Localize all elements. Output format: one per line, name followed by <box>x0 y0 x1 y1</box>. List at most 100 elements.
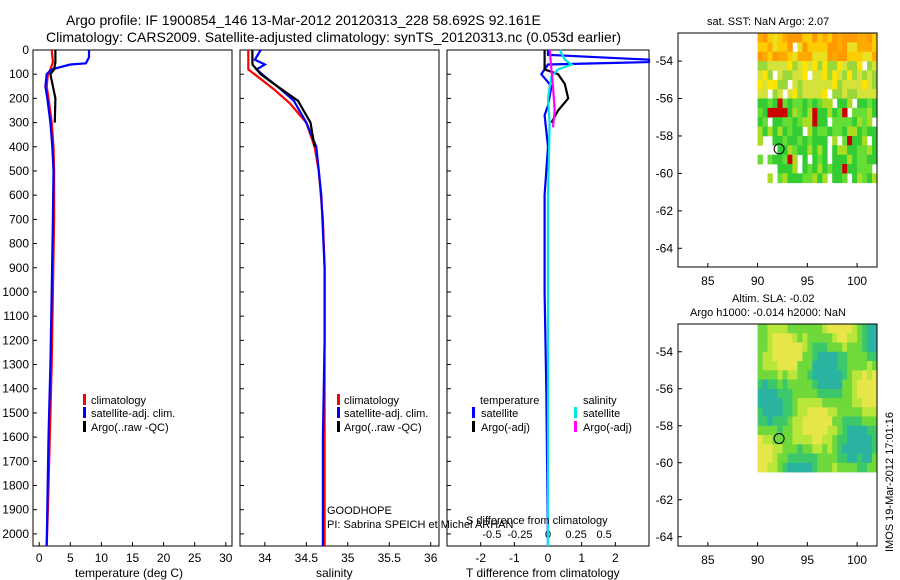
heatmap-cell <box>757 79 763 90</box>
heatmap-cell <box>807 145 813 155</box>
heatmap-cell <box>837 164 843 174</box>
x-tick-label: 34 <box>258 551 272 565</box>
heatmap-cell <box>772 444 778 454</box>
heatmap-cell <box>802 333 808 343</box>
heatmap-cell <box>842 79 848 90</box>
heatmap-cell <box>787 145 793 155</box>
heatmap-cell <box>822 444 828 454</box>
heatmap-cell <box>802 61 808 71</box>
depth-tick-label: 2000 <box>2 527 29 541</box>
heatmap-cell <box>777 425 783 436</box>
heatmap-cell <box>812 333 818 343</box>
heatmap-cell <box>792 342 798 353</box>
heatmap-cell <box>872 173 878 184</box>
heatmap-cell <box>797 444 803 454</box>
series-line-satellite <box>253 49 326 546</box>
heatmap-cell <box>802 453 808 464</box>
heatmap-cell <box>797 425 803 436</box>
heatmap-cell <box>782 324 788 334</box>
heatmap-cell <box>807 79 813 90</box>
heatmap-cell <box>852 145 858 155</box>
heatmap-cell <box>832 51 838 62</box>
heatmap-cell <box>802 398 808 408</box>
heatmap-cell <box>772 435 778 445</box>
heatmap-cell <box>812 425 818 436</box>
heatmap-cell <box>772 398 778 408</box>
depth-tick-label: 1700 <box>2 454 29 468</box>
x-tick-label: 34.5 <box>295 551 319 565</box>
heatmap-cell <box>867 324 873 334</box>
heatmap-cell <box>867 61 873 71</box>
heatmap-cell <box>772 33 778 43</box>
heatmap-cell <box>852 89 858 99</box>
series-line-argo <box>49 50 57 123</box>
heatmap-cell <box>847 70 853 81</box>
x-tick-label: 5 <box>67 551 74 565</box>
heatmap-cell <box>842 425 848 436</box>
heatmap-cell <box>807 89 813 99</box>
heatmap-cell <box>797 89 803 99</box>
heatmap-cell <box>832 107 838 118</box>
heatmap-cell <box>792 388 798 399</box>
heatmap-cell <box>777 453 783 464</box>
heatmap-cell <box>862 70 868 81</box>
heatmap-cell <box>797 324 803 334</box>
heatmap-cell <box>827 425 833 436</box>
heatmap-cell <box>777 79 783 90</box>
heatmap-cell <box>847 89 853 99</box>
heatmap-cell <box>852 388 858 399</box>
heatmap-cell <box>757 379 763 390</box>
heatmap-cell <box>827 379 833 390</box>
heatmap-cell <box>812 361 818 371</box>
heatmap-cell <box>797 61 803 71</box>
heatmap-cell <box>757 398 763 408</box>
x-tick-label: 15 <box>126 551 140 565</box>
x-top-tick-label: -0.5 <box>482 529 501 541</box>
heatmap-cell <box>857 154 863 165</box>
heatmap-cell <box>777 117 783 127</box>
heatmap-cell <box>857 379 863 390</box>
heatmap-cell <box>822 126 828 137</box>
heatmap-cell <box>827 388 833 399</box>
heatmap-cell <box>862 154 868 165</box>
heatmap-cell <box>757 462 763 473</box>
x-top-tick-label: -0.25 <box>507 529 532 541</box>
x-tick-label: 0 <box>545 551 552 565</box>
heatmap-cell <box>767 324 773 334</box>
heatmap-cell <box>817 33 823 43</box>
heatmap-cell <box>762 453 768 464</box>
map-y-tick-label: -54 <box>656 54 674 68</box>
heatmap-cell <box>777 462 783 473</box>
heatmap-cell <box>787 89 793 99</box>
heatmap-cell <box>862 379 868 390</box>
heatmap-cell <box>797 388 803 399</box>
heatmap-cell <box>842 379 848 390</box>
heatmap-cell <box>817 388 823 399</box>
legend-label-climatology: climatology <box>344 395 400 407</box>
depth-tick-label: 800 <box>9 237 29 251</box>
sst-map-panel: sat. SST: NaN Argo: 2.07 85 90 95 100 -54 -56… <box>656 16 878 288</box>
heatmap-cell <box>777 61 783 71</box>
heatmap-cell <box>792 154 798 165</box>
heatmap-cell <box>777 42 783 53</box>
heatmap-cell <box>842 435 848 445</box>
heatmap-cell <box>767 444 773 454</box>
heatmap-cell <box>817 398 823 408</box>
heatmap-cell <box>787 370 793 380</box>
heatmap-cell <box>837 324 843 334</box>
heatmap-cell <box>797 70 803 81</box>
series-line-argo <box>251 50 316 147</box>
heatmap-cell <box>777 89 783 99</box>
heatmap-cell <box>812 33 818 43</box>
heatmap-cell <box>857 61 863 71</box>
heatmap-cell <box>797 379 803 390</box>
heatmap-cell <box>817 117 823 127</box>
heatmap-cell <box>797 342 803 353</box>
heatmap-cell <box>827 342 833 353</box>
heatmap-cell <box>797 462 803 473</box>
depth-tick-label: 1600 <box>2 430 29 444</box>
heatmap-cell <box>847 435 853 445</box>
heatmap-cell <box>857 333 863 343</box>
heatmap-cell <box>777 444 783 454</box>
heatmap-cell <box>822 351 828 362</box>
